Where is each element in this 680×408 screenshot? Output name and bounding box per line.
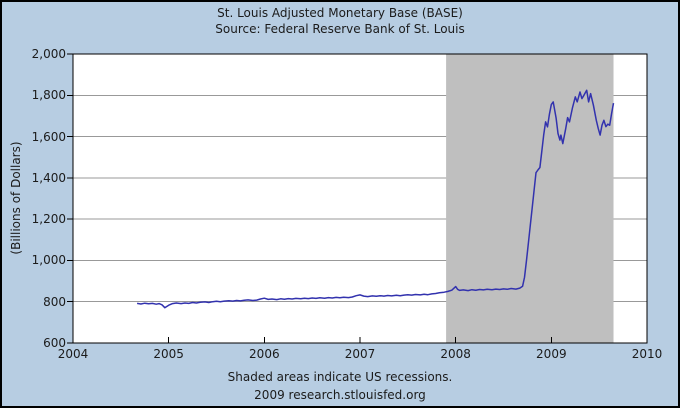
x-tick-label: 2009 [536, 347, 567, 361]
x-tick-label: 2010 [631, 347, 663, 361]
x-tick-label: 2006 [249, 347, 280, 361]
recession-note: Shaded areas indicate US recessions. [227, 370, 453, 384]
x-tick-label: 2008 [440, 347, 471, 361]
y-tick-label: 1,000 [31, 253, 66, 268]
y-tick-label: 1,400 [31, 170, 66, 185]
x-tick-label: 2005 [153, 347, 184, 361]
y-tick-label: 800 [43, 294, 66, 309]
recession-band [446, 54, 614, 343]
y-tick-label: 600 [43, 336, 66, 350]
source-attribution: 2009 research.stlouisfed.org [254, 388, 426, 402]
series-line [136, 89, 615, 309]
chart-title: St. Louis Adjusted Monetary Base (BASE) [217, 6, 463, 20]
x-tick-label: 2004 [57, 347, 89, 361]
chart-subtitle: Source: Federal Reserve Bank of St. Loui… [215, 22, 465, 36]
y-tick-label: 1,600 [31, 129, 66, 144]
plot-border [72, 53, 648, 344]
y-tick-label: 2,000 [31, 47, 66, 61]
y-tick-label: 1,200 [31, 212, 66, 227]
y-tick-label: 1,800 [31, 88, 66, 103]
x-tick-label: 2007 [344, 347, 376, 361]
